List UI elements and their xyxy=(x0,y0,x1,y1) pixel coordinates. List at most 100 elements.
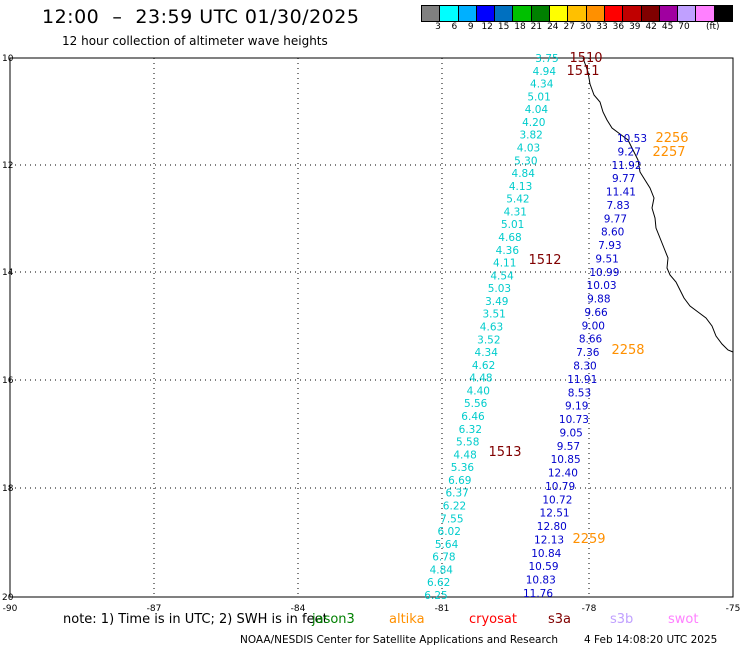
wave-height-value: 5.58 xyxy=(456,437,479,449)
wave-height-value: 3.75 xyxy=(535,53,558,65)
wave-height-value: 10.59 xyxy=(528,561,558,573)
legend-label: 21 xyxy=(530,22,543,32)
wave-height-value: 4.13 xyxy=(509,181,532,193)
wave-height-value: 11.76 xyxy=(523,588,553,600)
wave-height-value: 10.03 xyxy=(587,280,617,292)
wave-height-value: 4.20 xyxy=(522,117,545,129)
wave-height-value: 5.64 xyxy=(435,539,459,551)
wave-height-value: 10.53 xyxy=(617,133,647,145)
wave-height-value: 4.48 xyxy=(453,449,476,461)
pass-time-label: 1510 xyxy=(569,51,602,66)
wave-height-value: 6.02 xyxy=(438,526,461,538)
footer-note: note: 1) Time is in UTC; 2) SWH is in fe… xyxy=(63,612,328,627)
wave-height-value: 4.48 xyxy=(469,373,492,385)
wave-height-value: 4.36 xyxy=(496,245,520,257)
wave-height-value: 9.51 xyxy=(595,253,618,265)
wave-height-value: 10.83 xyxy=(526,575,556,587)
satellite-name: s3b xyxy=(610,612,634,627)
wave-height-value: 4.84 xyxy=(430,564,454,576)
wave-height-value: 12.40 xyxy=(548,468,578,480)
wave-height-value: 4.11 xyxy=(493,258,516,270)
wave-height-value: 11.91 xyxy=(567,374,597,386)
legend-unit: (ft) xyxy=(706,22,720,32)
map-subtitle: 12 hour collection of altimeter wave hei… xyxy=(62,34,328,48)
wave-height-value: 5.01 xyxy=(527,91,550,103)
wave-height-value: 11.41 xyxy=(606,187,636,199)
wave-height-value: 7.93 xyxy=(598,240,621,252)
legend-label: 30 xyxy=(579,22,592,32)
wave-height-value: 6.69 xyxy=(448,475,471,487)
legend-label: 6 xyxy=(451,22,458,32)
latitude-label: 12 xyxy=(2,161,13,171)
wave-height-value: 9.27 xyxy=(618,146,641,158)
map-title: 12:00 – 23:59 UTC 01/30/2025 xyxy=(42,6,360,28)
legend-label: 70 xyxy=(678,22,690,32)
legend-label: 45 xyxy=(661,22,674,32)
wave-height-value: 6.22 xyxy=(443,501,466,513)
legend-label: 15 xyxy=(497,22,510,32)
map-frame xyxy=(9,57,734,598)
legend-label: 33 xyxy=(596,22,608,32)
wave-height-value: 4.04 xyxy=(525,104,549,116)
longitude-label: -78 xyxy=(582,604,597,614)
wave-height-value: 9.66 xyxy=(584,307,608,319)
wave-height-value: 9.19 xyxy=(565,401,588,413)
wave-height-value: 4.63 xyxy=(480,322,503,334)
wave-height-value: 4.03 xyxy=(517,143,540,155)
wave-height-value: 5.42 xyxy=(506,194,529,206)
wave-height-value: 8.60 xyxy=(601,227,624,239)
wave-height-value: 10.99 xyxy=(589,267,619,279)
longitude-label: -90 xyxy=(3,604,18,614)
wave-height-value: 10.73 xyxy=(559,414,589,426)
pass-time-label: 2259 xyxy=(572,532,605,547)
wave-height-value: 12.80 xyxy=(537,521,567,533)
wave-height-value: 11.92 xyxy=(611,160,641,172)
wave-height-value: 8.53 xyxy=(568,387,591,399)
wave-height-value: 6.46 xyxy=(461,411,485,423)
pass-time-label: 1512 xyxy=(528,253,561,268)
wave-height-value: 9.88 xyxy=(587,294,610,306)
wave-height-value: 4.34 xyxy=(475,347,499,359)
legend-label: 9 xyxy=(467,22,474,32)
pass-time-label: 2257 xyxy=(652,145,685,160)
legend-label: 36 xyxy=(612,22,625,32)
pass-time-label: 2256 xyxy=(655,131,688,146)
wave-height-value: 9.77 xyxy=(612,173,635,185)
wave-height-value: 12.51 xyxy=(540,508,570,520)
wave-height-value: 3.49 xyxy=(485,296,508,308)
latitude-label: 14 xyxy=(2,268,14,278)
wave-height-value: 6.32 xyxy=(459,424,482,436)
longitude-label: -84 xyxy=(291,604,306,614)
credit-line: NOAA/NESDIS Center for Satellite Applica… xyxy=(240,634,558,646)
latitude-label: 16 xyxy=(2,376,14,386)
wave-height-value: 9.05 xyxy=(559,427,582,439)
legend-label: 42 xyxy=(645,22,657,32)
wave-height-value: 5.30 xyxy=(514,155,537,167)
legend-label: 12 xyxy=(481,22,493,32)
wave-height-value: 6.37 xyxy=(445,488,468,500)
wave-height-value: 6.62 xyxy=(427,577,450,589)
wave-height-value: 4.54 xyxy=(490,270,514,282)
latitude-label: 18 xyxy=(2,484,14,494)
wave-height-value: 9.57 xyxy=(557,441,580,453)
wave-height-value: 4.84 xyxy=(512,168,536,180)
coastline xyxy=(582,57,734,353)
satellite-name: jason3 xyxy=(312,612,355,627)
latitude-label: 20 xyxy=(2,593,14,603)
wave-height-value: 9.77 xyxy=(604,213,627,225)
wave-height-value: 3.82 xyxy=(519,130,542,142)
wave-height-value: 4.34 xyxy=(530,79,554,91)
pass-time-label: 1513 xyxy=(488,445,521,460)
wave-height-value: 5.01 xyxy=(501,219,524,231)
pass-time-label: 1511 xyxy=(566,64,599,79)
wave-height-value: 8.30 xyxy=(573,361,596,373)
wave-height-value: 6.78 xyxy=(432,552,455,564)
wave-height-value: 9.00 xyxy=(582,320,605,332)
legend-label: 39 xyxy=(629,22,641,32)
wave-height-value: 10.72 xyxy=(542,494,572,506)
wave-height-value: 7.36 xyxy=(576,347,600,359)
wave-height-value: 8.66 xyxy=(579,334,603,346)
satellite-name: swot xyxy=(668,612,699,627)
legend-label: 24 xyxy=(547,22,559,32)
